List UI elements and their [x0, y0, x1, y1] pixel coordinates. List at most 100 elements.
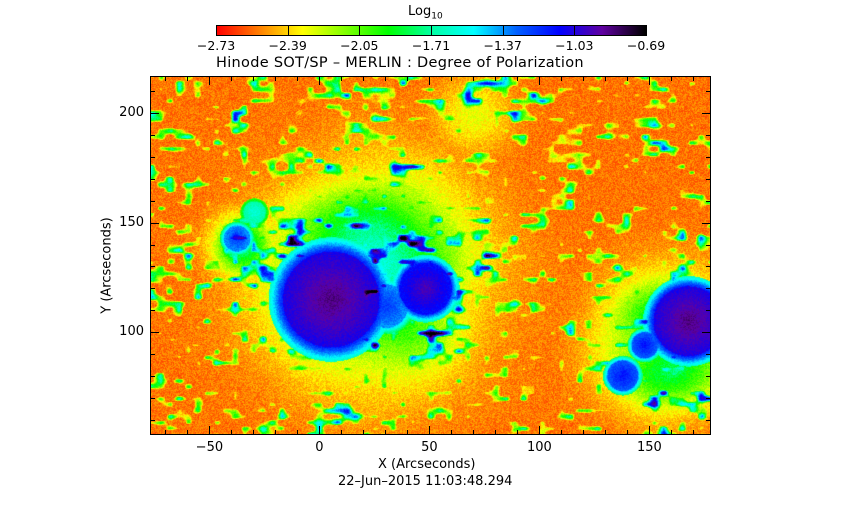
x-top-tick [275, 76, 277, 81]
x-minor-tick [451, 430, 453, 435]
x-minor-tick [539, 426, 541, 435]
x-minor-tick [561, 430, 563, 435]
colorbar-title-text: Log [408, 4, 432, 19]
x-minor-tick [275, 430, 277, 435]
y-right-tick [702, 332, 711, 334]
y-axis-label: Y (Arcseconds) [99, 217, 115, 314]
x-top-tick [561, 76, 563, 81]
x-minor-tick [341, 430, 343, 435]
x-tick-label: 150 [636, 440, 662, 455]
y-right-tick [706, 244, 711, 246]
x-minor-tick [473, 430, 475, 435]
chart-title: Hinode SOT/SP – MERLIN : Degree of Polar… [216, 55, 584, 71]
x-top-tick [627, 76, 629, 81]
y-tick [150, 354, 155, 355]
y-right-tick [706, 200, 711, 202]
colorbar-tick [431, 25, 432, 36]
x-top-tick [693, 76, 695, 81]
x-minor-tick [165, 430, 167, 435]
colorbar-tick-label: −2.05 [340, 38, 379, 53]
y-right-tick [706, 310, 711, 312]
colorbar-tick-label: −1.03 [555, 38, 594, 53]
y-tick-label: 100 [119, 324, 144, 340]
x-minor-tick [627, 430, 629, 435]
x-tick-label: 100 [526, 440, 552, 455]
x-minor-tick [693, 430, 695, 435]
y-tick [150, 91, 155, 93]
colorbar-title-subscript: 10 [431, 11, 443, 22]
y-tick [150, 135, 155, 137]
colorbar-tick [287, 25, 289, 36]
x-minor-tick [385, 430, 387, 435]
x-top-tick [209, 76, 211, 85]
y-tick [150, 375, 155, 377]
x-tick-label: 0 [315, 440, 324, 455]
x-top-tick [539, 76, 541, 85]
colorbar-tick [216, 25, 217, 36]
y-right-tick [706, 135, 711, 137]
x-minor-tick [583, 430, 585, 435]
colorbar-title: Log10 [408, 4, 443, 22]
colorbar-tick [359, 25, 361, 36]
y-tick [150, 244, 155, 246]
x-axis-label: X (Arcseconds) [378, 457, 476, 472]
y-right-tick [706, 288, 711, 290]
y-tick [150, 222, 159, 224]
y-tick [150, 397, 155, 399]
y-right-tick [706, 397, 711, 399]
colorbar-tick-label: −0.69 [626, 38, 666, 53]
x-top-tick [517, 76, 519, 81]
y-right-tick [706, 354, 711, 355]
colorbar-tick-label: −2.73 [196, 38, 236, 53]
y-right-tick [702, 222, 711, 224]
x-minor-tick [231, 430, 233, 435]
x-minor-tick [187, 430, 189, 435]
x-top-tick [319, 76, 321, 85]
x-minor-tick [517, 430, 519, 435]
x-minor-tick [253, 430, 255, 435]
x-minor-tick [297, 430, 299, 435]
timestamp: 22–Jun–2015 11:03:48.294 [338, 474, 513, 489]
polarization-heatmap [151, 77, 710, 434]
heatmap-plot-area [150, 76, 711, 435]
x-top-tick [297, 76, 299, 81]
y-right-tick [702, 113, 711, 115]
colorbar-tick-label: −1.71 [411, 38, 451, 53]
x-top-tick [385, 76, 387, 81]
x-top-tick [495, 76, 497, 81]
x-top-tick [253, 76, 255, 81]
x-top-tick [671, 76, 673, 81]
y-tick [150, 200, 155, 202]
x-top-tick [231, 76, 233, 81]
x-top-tick [165, 76, 167, 81]
y-tick-label: 200 [119, 105, 144, 121]
x-tick-label: −50 [195, 440, 224, 455]
colorbar-tick [502, 25, 504, 36]
y-tick [150, 419, 155, 421]
x-top-tick [187, 76, 189, 81]
y-right-tick [706, 156, 711, 158]
x-top-tick [451, 76, 453, 81]
x-minor-tick [407, 430, 409, 435]
x-minor-tick [319, 426, 321, 435]
y-right-tick [706, 419, 711, 421]
x-top-tick [407, 76, 409, 81]
x-tick-label: 50 [421, 440, 438, 455]
y-right-tick [706, 375, 711, 377]
x-top-tick [473, 76, 475, 81]
x-top-tick [649, 76, 651, 85]
y-tick [150, 156, 155, 158]
x-minor-tick [429, 426, 431, 435]
colorbar-tick-label: −2.39 [268, 38, 307, 53]
x-minor-tick [363, 430, 365, 435]
y-tick [150, 332, 159, 334]
colorbar-tick [574, 25, 576, 36]
y-tick-label: 150 [119, 214, 144, 230]
x-minor-tick [649, 426, 651, 435]
x-minor-tick [605, 430, 607, 435]
y-tick [150, 113, 159, 115]
x-minor-tick [495, 430, 497, 435]
x-top-tick [429, 76, 431, 85]
x-top-tick [605, 76, 607, 81]
x-top-tick [341, 76, 343, 81]
